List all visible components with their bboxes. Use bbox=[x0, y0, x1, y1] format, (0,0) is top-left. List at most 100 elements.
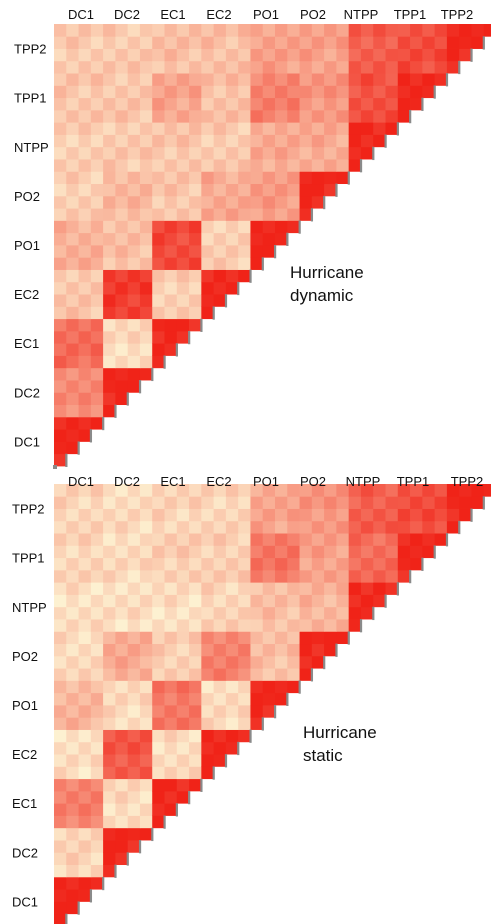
heatmap-cell bbox=[103, 852, 116, 866]
heatmap-cell bbox=[164, 778, 178, 792]
staircase-step bbox=[126, 852, 129, 866]
heatmap-cell bbox=[299, 73, 313, 86]
heatmap-cell bbox=[262, 520, 276, 534]
heatmap-cell bbox=[225, 146, 239, 160]
heatmap-cell bbox=[250, 109, 264, 123]
heatmap-cell bbox=[103, 778, 116, 792]
staircase-step bbox=[470, 508, 473, 522]
heatmap-cell bbox=[152, 508, 165, 522]
heatmap-cell bbox=[176, 557, 190, 571]
heatmap-cell bbox=[164, 508, 178, 522]
staircase-step bbox=[396, 122, 399, 136]
heatmap-cell bbox=[287, 496, 300, 509]
heatmap-cell bbox=[127, 496, 141, 509]
heatmap-cell bbox=[262, 183, 276, 197]
heatmap-cell bbox=[225, 606, 239, 620]
heatmap-cell bbox=[299, 122, 313, 135]
x-tick-label: TPP1 bbox=[394, 7, 427, 22]
heatmap-cell bbox=[139, 705, 153, 718]
heatmap-cell bbox=[275, 24, 288, 37]
heatmap-cell bbox=[213, 24, 227, 37]
heatmap-cell bbox=[213, 619, 227, 632]
heatmap-cell bbox=[115, 122, 129, 135]
heatmap-cell bbox=[311, 545, 325, 559]
heatmap-cell bbox=[66, 655, 79, 669]
heatmap-cell bbox=[90, 680, 104, 694]
heatmap-cell bbox=[397, 36, 411, 49]
heatmap-cell bbox=[164, 729, 178, 743]
heatmap-cell bbox=[262, 484, 276, 497]
heatmap-cell bbox=[336, 73, 350, 86]
heatmap-cell bbox=[201, 606, 215, 620]
staircase-step bbox=[237, 741, 240, 756]
heatmap-cell bbox=[336, 484, 350, 497]
heatmap-cell bbox=[397, 24, 411, 37]
heatmap-cell bbox=[275, 619, 288, 632]
heatmap-cell bbox=[103, 24, 116, 37]
heatmap-cell bbox=[139, 766, 153, 780]
heatmap-cell bbox=[115, 109, 129, 123]
heatmap-cell bbox=[336, 109, 350, 123]
heatmap-cell bbox=[201, 208, 215, 221]
heatmap-cell bbox=[189, 48, 202, 62]
heatmap-cell bbox=[115, 134, 129, 148]
heatmap-cell bbox=[250, 557, 264, 571]
heatmap-cell bbox=[115, 545, 129, 559]
heatmap-cell bbox=[90, 404, 104, 418]
heatmap-cell bbox=[213, 159, 227, 172]
heatmap-cell bbox=[115, 741, 129, 755]
heatmap-cell bbox=[176, 484, 190, 497]
heatmap-cell bbox=[262, 171, 276, 185]
heatmap-cell bbox=[201, 85, 215, 99]
heatmap-cell bbox=[287, 97, 300, 111]
heatmap-cell bbox=[103, 766, 116, 780]
heatmap-cell bbox=[139, 655, 153, 669]
staircase-step bbox=[261, 717, 264, 731]
heatmap-cell bbox=[348, 619, 362, 632]
heatmap-cell bbox=[324, 73, 337, 86]
heatmap-cell bbox=[115, 269, 129, 283]
heatmap-cell bbox=[287, 655, 300, 669]
heatmap-cell bbox=[127, 36, 141, 49]
heatmap-cell bbox=[446, 60, 460, 74]
heatmap-cell bbox=[90, 778, 104, 792]
heatmap-cell bbox=[139, 48, 153, 62]
heatmap-cell bbox=[299, 557, 313, 571]
heatmap-cell bbox=[348, 508, 362, 522]
x-tick-label: NTPP bbox=[346, 474, 381, 489]
heatmap-cell bbox=[397, 557, 411, 571]
heatmap-cell bbox=[262, 655, 276, 669]
heatmap-cell bbox=[275, 680, 288, 694]
heatmap-cell bbox=[373, 122, 386, 135]
heatmap-cell bbox=[127, 803, 141, 816]
heatmap-cell bbox=[176, 85, 190, 99]
heatmap-cell bbox=[164, 766, 178, 780]
heatmap-cell bbox=[176, 508, 190, 522]
heatmap-cell bbox=[66, 705, 79, 718]
heatmap-cell bbox=[54, 36, 67, 49]
heatmap-cell bbox=[152, 281, 165, 295]
heatmap-cell bbox=[299, 631, 313, 645]
heatmap-cell bbox=[176, 257, 190, 270]
y-tick-label: EC2 bbox=[14, 287, 39, 302]
heatmap-cell bbox=[54, 484, 67, 497]
heatmap-cell bbox=[103, 520, 116, 534]
heatmap-cell bbox=[139, 606, 153, 620]
heatmap-cell bbox=[164, 343, 178, 356]
heatmap-cells bbox=[54, 484, 491, 924]
heatmap-cell bbox=[90, 183, 104, 197]
heatmap-cell bbox=[250, 85, 264, 99]
heatmap-cell bbox=[299, 606, 313, 620]
heatmap-cell bbox=[311, 655, 325, 669]
heatmap-cell bbox=[54, 668, 67, 681]
heatmap-cell bbox=[164, 257, 178, 270]
heatmap-cell bbox=[287, 520, 300, 534]
heatmap-cell bbox=[54, 257, 67, 270]
heatmap-cell bbox=[225, 496, 239, 509]
heatmap-cell bbox=[225, 655, 239, 669]
heatmap-cell bbox=[373, 569, 386, 583]
heatmap-cell bbox=[176, 245, 190, 258]
heatmap-cell bbox=[238, 705, 251, 718]
heatmap-cell bbox=[324, 109, 337, 123]
heatmap-cell bbox=[78, 269, 92, 283]
